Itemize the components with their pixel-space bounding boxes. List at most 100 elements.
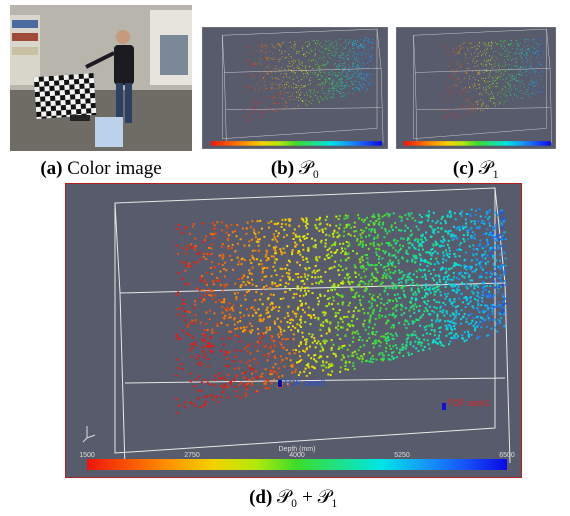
point [278, 306, 280, 308]
point [274, 57, 275, 58]
point [286, 76, 287, 77]
point [273, 256, 275, 258]
point [344, 277, 346, 279]
point [530, 72, 531, 73]
point [334, 56, 335, 57]
point [462, 275, 464, 277]
point [460, 45, 461, 46]
point [230, 381, 232, 383]
point [202, 347, 204, 349]
point [455, 322, 457, 324]
point [363, 67, 364, 68]
point [244, 74, 245, 75]
point [440, 240, 442, 242]
point [400, 281, 402, 283]
point [210, 247, 212, 249]
point [418, 350, 420, 352]
point [445, 250, 447, 252]
point [504, 102, 505, 103]
point [301, 286, 303, 288]
point [476, 70, 477, 71]
point [269, 287, 271, 289]
point [298, 345, 300, 347]
point [427, 339, 429, 341]
point [366, 38, 367, 39]
point [251, 85, 252, 86]
point [301, 332, 303, 334]
point [271, 275, 273, 277]
point [348, 55, 349, 56]
point [374, 280, 376, 282]
point [449, 279, 451, 281]
point [243, 274, 245, 276]
point [284, 268, 286, 270]
point [280, 91, 281, 92]
point [367, 264, 369, 266]
point [213, 283, 215, 285]
point [444, 85, 445, 86]
point [252, 65, 253, 66]
point [466, 318, 468, 320]
point [298, 85, 299, 86]
point [361, 77, 362, 78]
point [354, 226, 356, 228]
point [226, 284, 228, 286]
point [460, 48, 461, 49]
point [368, 229, 370, 231]
point [352, 42, 353, 43]
point [509, 52, 510, 53]
point [500, 92, 501, 93]
point [354, 271, 356, 273]
point [526, 71, 527, 72]
point [448, 343, 450, 345]
point [294, 352, 296, 354]
point [308, 41, 309, 42]
point [367, 54, 368, 55]
point [334, 46, 335, 47]
point [476, 326, 478, 328]
point [441, 344, 443, 346]
point [352, 250, 354, 252]
point [370, 314, 372, 316]
point [347, 355, 349, 357]
point [494, 270, 496, 272]
point [493, 80, 494, 81]
point [244, 245, 246, 247]
point [500, 317, 502, 319]
point [190, 243, 192, 245]
point [372, 313, 374, 315]
point [486, 86, 487, 87]
point [409, 276, 411, 278]
point [418, 245, 420, 247]
point [347, 349, 349, 351]
point [491, 46, 492, 47]
point [302, 259, 304, 261]
point [290, 329, 292, 331]
point [305, 225, 307, 227]
point [317, 303, 319, 305]
point [500, 245, 502, 247]
point [528, 87, 529, 88]
point [498, 92, 499, 93]
point [334, 80, 335, 81]
point [432, 220, 434, 222]
point [209, 337, 211, 339]
point [539, 49, 540, 50]
point [286, 101, 287, 102]
point [485, 82, 486, 83]
point [445, 268, 447, 270]
point [318, 340, 320, 342]
point [503, 89, 504, 90]
point [413, 345, 415, 347]
point [252, 250, 254, 252]
point [534, 82, 535, 83]
point [507, 54, 508, 55]
point [507, 98, 508, 99]
point [437, 231, 439, 233]
point [342, 68, 343, 69]
point [345, 85, 346, 86]
point [533, 73, 534, 74]
point [204, 239, 206, 241]
point [488, 291, 490, 293]
point [310, 96, 311, 97]
